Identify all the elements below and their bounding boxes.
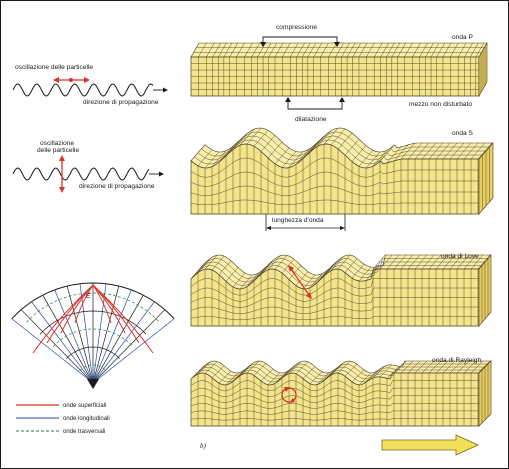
- s-wave-label: onda S: [452, 130, 474, 137]
- s-sine-wave: [12, 167, 150, 181]
- p-propagation-arrowhead-icon: [163, 87, 168, 93]
- legend-label-longitudinal: onde longitudinali: [63, 416, 110, 422]
- rayleigh-wave-label: onda di Rayleigh: [432, 357, 481, 364]
- love-wave-annotations: onda di Love: [288, 253, 479, 299]
- legend-label-transverse: onde trasversali: [63, 429, 105, 435]
- compression-bracket: [262, 36, 338, 45]
- dilation-label: dilatazione: [295, 116, 327, 123]
- s-particle-panel: oscillazione delle particelle direzione …: [12, 140, 164, 193]
- fan-ray: [66, 285, 94, 384]
- fan-ray: [92, 318, 175, 384]
- s-propagation-label: direzione di propagazione: [79, 183, 155, 190]
- wavelength-label: lunghezza d'onda: [272, 217, 324, 224]
- love-wave-label: onda di Love: [441, 253, 479, 260]
- legend-item-longitudinal: onde longitudinali: [16, 416, 110, 422]
- rayleigh-wave-annotations: onda di Rayleigh: [281, 357, 481, 403]
- fan-ray: [92, 283, 107, 384]
- propagation-direction-arrow-icon: [381, 434, 479, 456]
- rayleigh-wave-grid: [190, 360, 491, 426]
- love-wave-grid: [190, 254, 491, 326]
- wavefront-arc: [39, 310, 147, 335]
- s-wave-block: [190, 127, 494, 215]
- panel-letter: b): [200, 442, 207, 450]
- rayleigh-wave-block: [190, 360, 492, 427]
- legend-label-surface: onde superficiali: [63, 403, 106, 409]
- wavefront-arc: [79, 364, 107, 372]
- p-wave-top-face: [190, 42, 488, 58]
- wavelength-arrow-left-icon: [266, 226, 271, 230]
- epicenter-fan: [11, 282, 175, 384]
- dilation-bracket: [287, 99, 343, 110]
- undisturbed-medium-label: mezzo non disturbato: [409, 101, 472, 108]
- s-wave-grid: [190, 127, 493, 214]
- p-particle-panel: oscillazione delle particelle direzione …: [12, 64, 168, 106]
- s-particle-label-line1: oscillazione: [40, 140, 74, 147]
- fan-ray: [92, 289, 132, 384]
- rayleigh-orbit-icon: [281, 387, 297, 403]
- fan-ray: [92, 285, 120, 384]
- legend-item-surface: onde superficiali: [16, 403, 106, 409]
- fan-ray: [31, 301, 94, 384]
- p-wave-grid: [191, 42, 486, 96]
- epicenter-marker-label: E: [86, 293, 91, 300]
- focus-marker-icon: [87, 379, 99, 389]
- fan-ray: [42, 294, 94, 384]
- wavefront-arc: [66, 346, 120, 359]
- fan-ray: [92, 309, 166, 384]
- fan-ray: [54, 289, 94, 384]
- p-particle-arrow-icon: [53, 77, 90, 83]
- s-particle-arrow-icon: [59, 155, 65, 193]
- p-wave-annotations: onda P compressione dilatazione mezzo no…: [260, 24, 474, 123]
- fan-ray: [20, 309, 94, 384]
- dilation-arrow-left-icon: [285, 97, 291, 102]
- p-propagation-label: direzione di propagazione: [83, 99, 159, 106]
- love-wave-block: [190, 254, 492, 327]
- compression-arrow-left-icon: [260, 42, 266, 47]
- dilation-arrow-right-icon: [339, 97, 345, 102]
- compression-label: compressione: [276, 24, 317, 31]
- fan-ray: [92, 301, 155, 384]
- p-wave-block: [190, 41, 488, 98]
- surface-wave-curve: [92, 284, 154, 354]
- fan-ray: [92, 294, 144, 384]
- p-sine-wave: [12, 83, 154, 97]
- s-wave-annotations: onda S lunghezza d'onda: [265, 130, 474, 231]
- surface-wave-curve: [32, 284, 94, 354]
- love-particle-arrow-icon: [288, 265, 312, 299]
- s-propagation-arrowhead-icon: [159, 171, 164, 177]
- fan-ray: [11, 318, 94, 384]
- wave-legend: onde superficiali onde longitudinali ond…: [16, 403, 110, 435]
- wavelength-arrow-right-icon: [340, 226, 345, 230]
- p-particle-label: oscillazione delle particelle: [15, 64, 93, 71]
- s-particle-label-line2: delle particelle: [37, 147, 79, 154]
- fan-ray: [79, 283, 94, 384]
- compression-arrow-right-icon: [334, 42, 340, 47]
- p-wave-label: onda P: [452, 34, 474, 41]
- legend-item-transverse: onde trasversali: [16, 429, 105, 435]
